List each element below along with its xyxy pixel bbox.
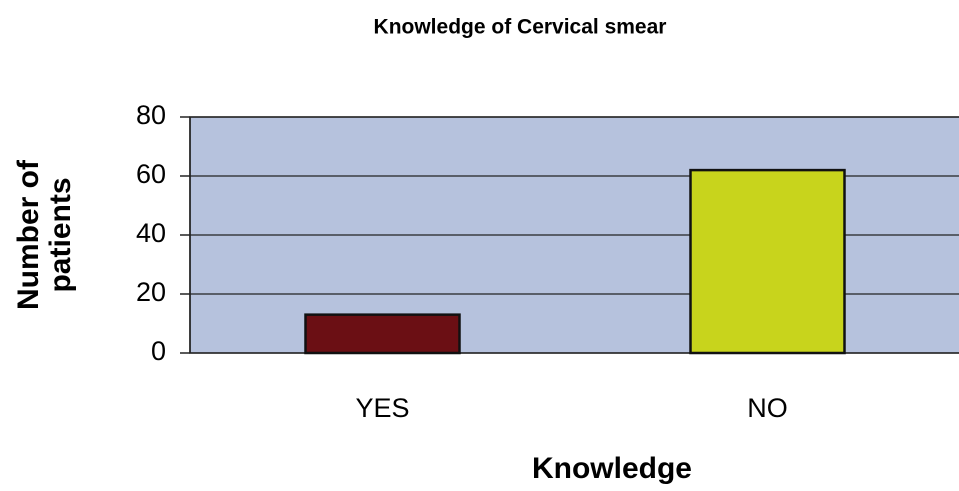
y-tick-label: 60 <box>136 159 166 189</box>
y-tick-label: 0 <box>151 336 166 366</box>
bar <box>689 168 846 355</box>
y-tick-label: 20 <box>136 277 166 307</box>
chart-title: Knowledge of Cervical smear <box>374 16 667 39</box>
y-axis-label-line: patients <box>44 177 77 292</box>
x-axis-label: Knowledge <box>532 452 692 485</box>
y-axis-label: Number of patients <box>12 159 77 310</box>
x-tick-label: NO <box>747 393 788 423</box>
bar <box>304 313 461 355</box>
y-tick-label: 40 <box>136 218 166 248</box>
x-tick-label: YES <box>355 393 409 423</box>
y-axis-label-line: Number of <box>12 159 45 310</box>
y-tick-label: 80 <box>136 100 166 130</box>
